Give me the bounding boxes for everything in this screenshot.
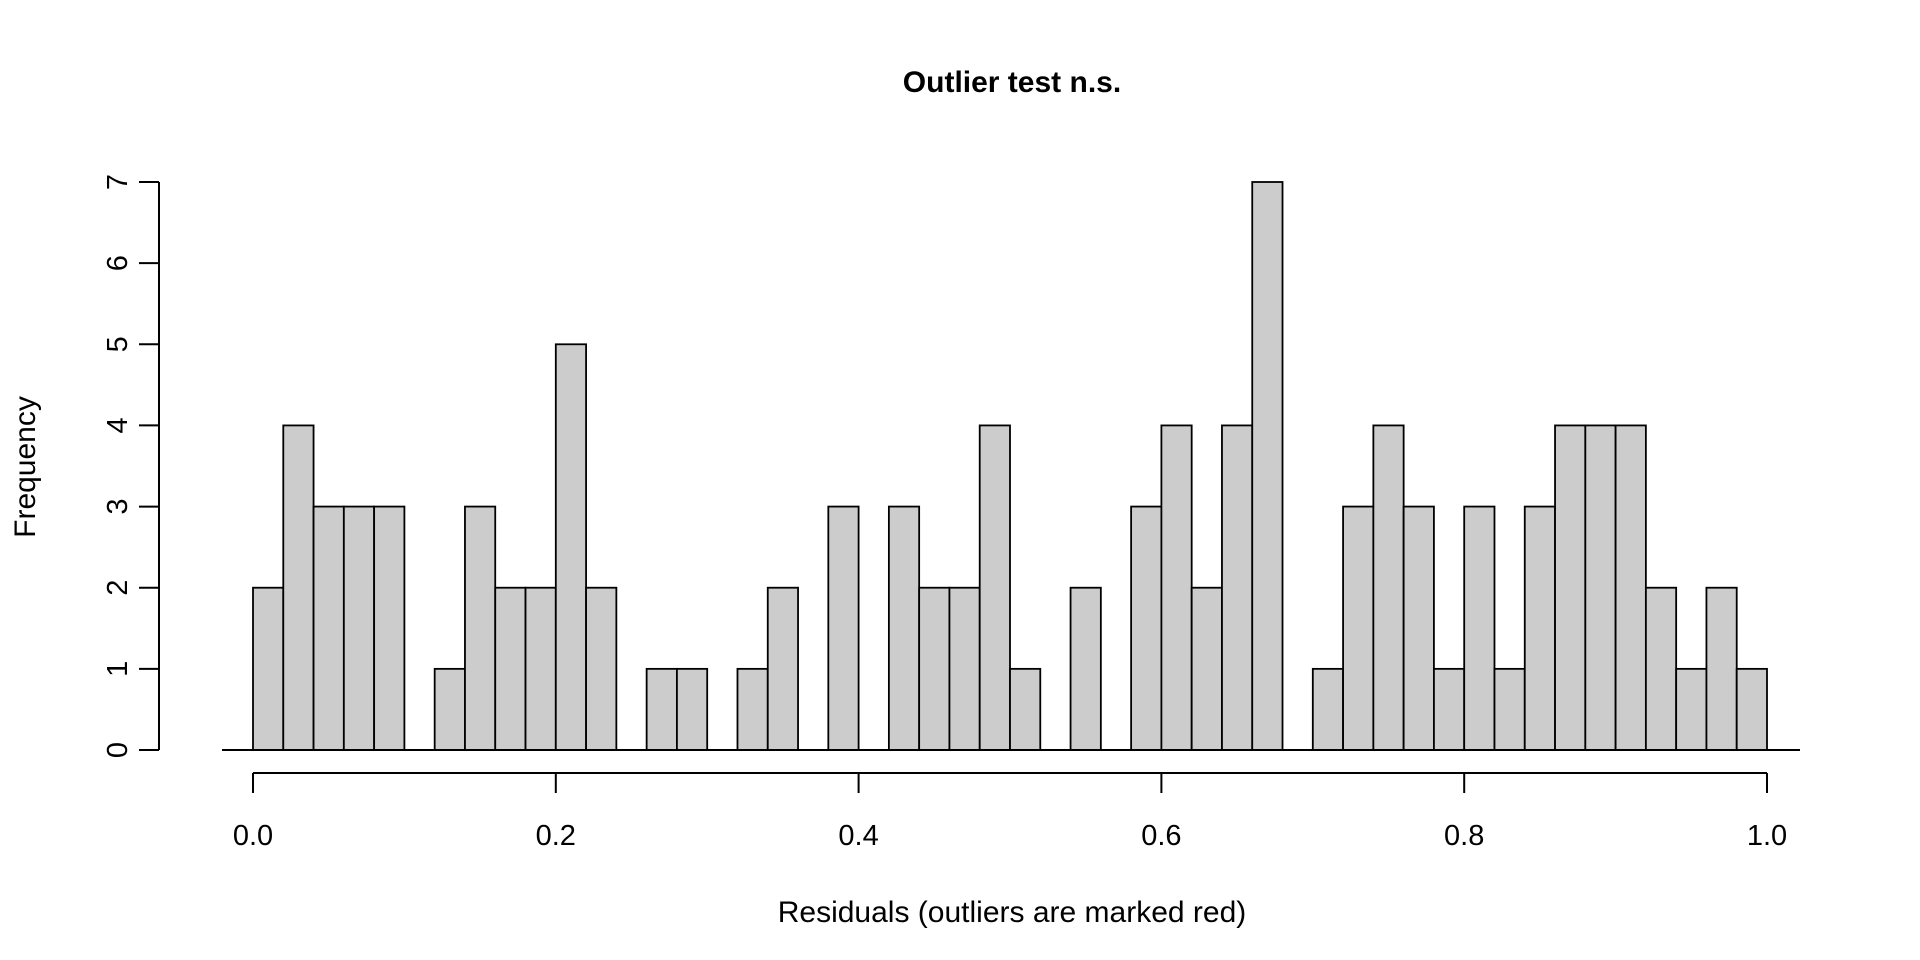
histogram-bar <box>1463 505 1496 751</box>
histogram-bar <box>1342 505 1375 751</box>
y-tick-label: 2 <box>102 580 134 596</box>
histogram-bar <box>766 586 799 751</box>
histogram-bar <box>1190 586 1223 751</box>
histogram-bar <box>978 424 1011 751</box>
histogram-bar <box>252 586 285 751</box>
histogram-bar <box>645 667 678 751</box>
x-tick-label: 0.6 <box>1141 820 1181 852</box>
y-tick-label: 6 <box>102 255 134 271</box>
histogram-bar <box>1644 586 1678 751</box>
histogram-bar <box>918 586 951 751</box>
histogram-bar <box>1735 667 1768 751</box>
histogram-bar <box>373 505 406 751</box>
y-tick-label: 7 <box>102 174 134 190</box>
x-tick-label: 0.0 <box>233 820 273 852</box>
x-tick-label: 0.4 <box>838 820 878 852</box>
histogram-bar <box>1493 667 1526 751</box>
y-axis-label: Frequency <box>9 396 42 538</box>
histogram-bar <box>1584 424 1617 751</box>
histogram-bar <box>948 586 981 751</box>
histogram-bar <box>464 505 497 751</box>
histogram-bar <box>282 424 315 751</box>
histogram-bar <box>554 343 587 751</box>
histogram-bar <box>524 586 557 751</box>
histogram-bar <box>827 505 860 751</box>
histogram-bar <box>1372 424 1405 751</box>
histogram-bar <box>1130 505 1163 751</box>
histogram-bar <box>312 505 345 751</box>
histogram-bar <box>1433 667 1466 751</box>
histogram-bar <box>1251 181 1284 751</box>
y-axis: 0 1 2 3 4 5 6 7 <box>102 174 160 758</box>
histogram-bar <box>342 505 376 751</box>
histogram-bar <box>1311 667 1344 751</box>
histogram-bar <box>1221 424 1254 751</box>
x-tick-label: 0.8 <box>1444 820 1484 852</box>
histogram-bar <box>887 505 921 751</box>
y-tick-label: 3 <box>102 499 134 515</box>
y-tick-label: 4 <box>102 417 134 433</box>
histogram-bar <box>585 586 618 751</box>
histogram-bar <box>1675 667 1708 751</box>
histogram-bar <box>1554 424 1587 751</box>
x-tick-label: 1.0 <box>1747 820 1787 852</box>
x-axis: 0.0 0.2 0.4 0.6 0.8 1.0 <box>233 772 1787 852</box>
histogram-bar <box>1160 424 1193 751</box>
y-tick-label: 1 <box>102 661 134 677</box>
histogram-bar <box>736 667 769 751</box>
histogram-bar <box>494 586 527 751</box>
histogram-bar <box>1705 586 1738 751</box>
x-axis-label: Residuals (outliers are marked red) <box>778 896 1247 929</box>
y-tick-label: 5 <box>102 336 134 352</box>
histogram-bar <box>676 667 709 751</box>
histogram-bar <box>1614 424 1647 751</box>
histogram-bar <box>1402 505 1435 751</box>
histogram-bars <box>252 181 1768 751</box>
histogram-bar <box>433 667 466 751</box>
histogram-bar <box>1009 667 1042 751</box>
x-tick-label: 0.2 <box>536 820 576 852</box>
chart-title: Outlier test n.s. <box>903 66 1121 99</box>
histogram-bar <box>1523 505 1556 751</box>
y-tick-label: 0 <box>102 742 134 758</box>
histogram-bar <box>1069 586 1102 751</box>
